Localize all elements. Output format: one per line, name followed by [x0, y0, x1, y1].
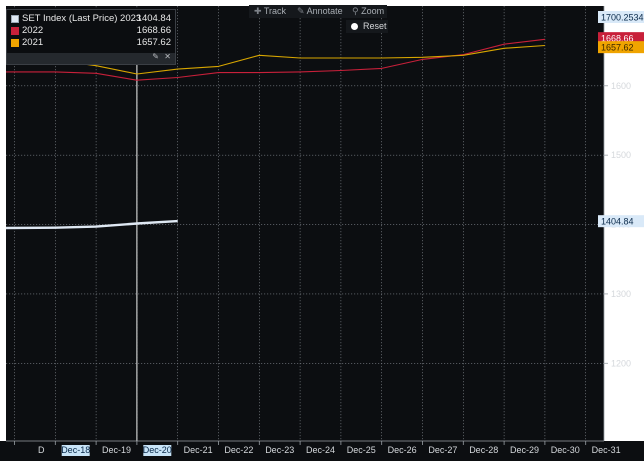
x-tick-label: Dec-21 [184, 445, 213, 455]
x-tick-label: Dec-30 [551, 445, 580, 455]
y-tick-label: 1200 [611, 358, 631, 368]
y-axis-top-value-bg [598, 11, 644, 23]
legend-toolbar: ✎ ✕ [7, 52, 175, 64]
legend-entry[interactable]: 2021 1657.62 [11, 37, 173, 49]
track-button[interactable]: ✚ Track [254, 5, 286, 18]
y-axis-top-value: 1700.2534 [601, 13, 644, 23]
zoom-button[interactable]: ⚲ Zoom [352, 5, 384, 18]
x-tick-label-clipped: D [38, 445, 45, 455]
series-layer [5, 38, 545, 230]
pencil-icon: ✎ [297, 6, 305, 16]
x-tick-label: Dec-23 [265, 445, 294, 455]
series-line-2021 [5, 44, 545, 75]
x-tick-label: Dec-18 [61, 445, 90, 455]
y-tick-label: 1300 [611, 289, 631, 299]
annotate-label: Annotate [306, 6, 343, 16]
x-tick-label: Dec-20 [143, 445, 172, 455]
last-value-label-bg [598, 215, 644, 228]
last-value-label: 1404.84 [601, 217, 634, 227]
last-value-label: 1668.66 [601, 34, 634, 44]
x-tick-label: Dec-24 [306, 445, 335, 455]
series-line-set-index-last-price-2023 [5, 219, 178, 230]
last-value-label: 1657.62 [601, 43, 634, 53]
zoom-label: Zoom [361, 6, 385, 16]
y-tick-label: 1600 [611, 81, 631, 91]
legend-series-name: 2021 [22, 37, 44, 48]
x-tick-label: Dec-26 [388, 445, 417, 455]
x-tick-label: Dec-31 [592, 445, 621, 455]
last-value-label-bg [598, 41, 644, 54]
legend-series-value: 1668.66 [136, 25, 171, 36]
reset-button[interactable]: Reset [346, 20, 388, 33]
x-axis: D Dec-18 Dec-19 Dec-20 Dec-21 Dec-22 Dec-23 Dec… [0, 440, 644, 461]
legend-series-value: 1657.62 [136, 37, 171, 48]
magnifier-icon: ⚲ [352, 6, 359, 16]
legend-series-name: SET Index (Last Price) 2023 [22, 13, 142, 24]
crosshair-icon: ✚ [254, 6, 262, 16]
x-tick-label: Dec-25 [347, 445, 376, 455]
annotate-button[interactable]: ✎ Annotate [297, 5, 343, 18]
close-icon[interactable]: ✕ [164, 52, 171, 61]
x-tick-label: Dec-28 [469, 445, 498, 455]
track-label: Track [263, 6, 287, 16]
grid-lines [6, 6, 604, 441]
x-tick-label: Dec-27 [428, 445, 457, 455]
reset-icon [351, 23, 358, 30]
legend-series-value: 1404.84 [136, 13, 171, 24]
legend-entry[interactable]: SET Index (Last Price) 2023 1404.84 [11, 13, 173, 25]
reset-label: Reset [363, 21, 387, 31]
x-tick-highlight [61, 445, 90, 456]
legend-swatch [11, 27, 19, 35]
legend-swatch [11, 39, 19, 47]
x-tick-label: Dec-22 [224, 445, 253, 455]
chart-toolbar: ✚ Track ✎ Annotate ⚲ Zoom [249, 5, 387, 18]
legend-entry[interactable]: 2022 1668.66 [11, 25, 173, 37]
pencil-icon[interactable]: ✎ [152, 52, 159, 61]
y-tick-label: 1500 [611, 150, 631, 160]
x-tick-label: Dec-29 [510, 445, 539, 455]
legend[interactable]: SET Index (Last Price) 2023 1404.84 2022… [6, 9, 176, 65]
legend-series-name: 2022 [22, 25, 44, 36]
legend-swatch [11, 15, 19, 23]
x-tick-highlight [143, 445, 172, 456]
x-tick-label: Dec-19 [102, 445, 131, 455]
